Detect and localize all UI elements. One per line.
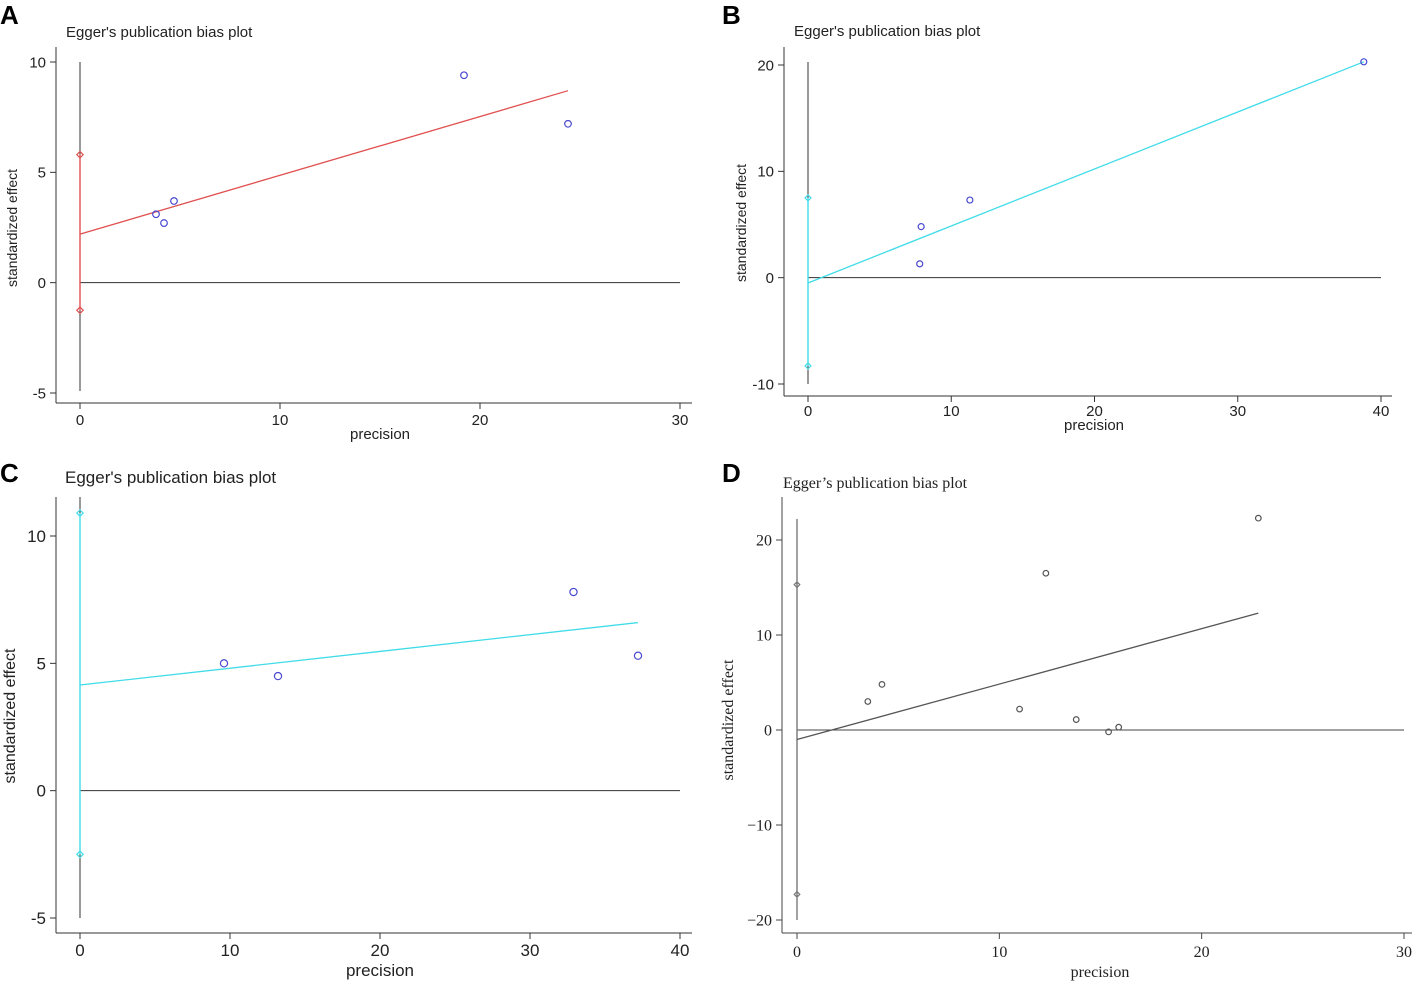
panel-label: C: [0, 458, 19, 488]
x-axis-label: precision: [1071, 964, 1130, 981]
plot-area: 0 10 20 30 −20 −10 0 10 20: [747, 497, 1412, 961]
data-point: [219, 659, 229, 668]
regression-line: [79, 90, 569, 235]
x-tick-label: 0: [75, 941, 84, 960]
data-point: [864, 698, 872, 705]
x-tick-label: 0: [76, 412, 84, 429]
chart-title: Egger's publication bias plot: [794, 23, 981, 40]
y-tick-label: −10: [747, 818, 772, 835]
regression-line: [807, 61, 1365, 284]
ci-lower-marker: [804, 362, 812, 370]
y-tick-label: 0: [37, 782, 46, 801]
plot-area: 0 10 20 30 -5 0 5 10: [29, 47, 692, 429]
ci-lower-marker: [75, 306, 85, 315]
data-point: [1115, 723, 1123, 731]
y-tick-label: 10: [29, 54, 46, 71]
x-tick-label: 30: [1229, 403, 1246, 420]
x-tick-label: 20: [371, 941, 390, 960]
ci-lower-marker: [793, 890, 801, 898]
x-tick-label: 20: [1194, 944, 1210, 961]
regression-line: [79, 621, 639, 686]
data-point: [633, 651, 643, 660]
x-tick-label: 10: [272, 412, 289, 429]
x-tick-label: 0: [793, 944, 801, 961]
panel-label: B: [722, 0, 741, 30]
y-axis-label: standardized effect: [2, 648, 19, 783]
ci-upper-marker: [75, 509, 85, 518]
panel-label: D: [722, 458, 741, 488]
ci-upper-marker: [793, 581, 801, 589]
data-point: [1016, 705, 1023, 713]
y-tick-label: 20: [757, 57, 774, 74]
data-point: [170, 197, 178, 205]
y-tick-label: 5: [38, 165, 46, 182]
y-axis-label: standardized effect: [733, 164, 749, 282]
x-tick-label: 10: [991, 944, 1007, 961]
chart-title: Egger's publication bias plot: [66, 24, 253, 41]
plot-area: 0 10 20 30 40 -10 0 10 20: [752, 47, 1392, 420]
x-tick-label: 20: [1086, 403, 1103, 420]
data-point: [460, 71, 468, 80]
y-tick-label: 0: [38, 275, 46, 292]
data-point: [1360, 58, 1368, 66]
y-axis-label: standardized effect: [720, 659, 737, 781]
data-point: [878, 681, 886, 688]
data-point: [1042, 569, 1050, 577]
data-point: [569, 587, 578, 597]
y-tick-label: -10: [752, 376, 774, 393]
y-tick-label: -5: [31, 909, 46, 928]
x-tick-label: 20: [472, 412, 489, 429]
panel-c: C Egger's publication bias plot standard…: [0, 458, 692, 980]
ci-upper-marker: [804, 194, 812, 202]
x-tick-label: 30: [1396, 944, 1412, 961]
y-tick-label: −20: [747, 913, 772, 930]
panel-label: A: [0, 0, 19, 30]
data-point: [152, 210, 160, 219]
chart-title: Egger’s publication bias plot: [783, 475, 968, 492]
data-point: [273, 671, 283, 681]
x-axis-label: precision: [350, 426, 410, 443]
data-point: [1072, 716, 1080, 723]
data-point: [1105, 728, 1112, 736]
x-tick-label: 40: [1373, 403, 1390, 420]
y-tick-label: 0: [764, 723, 772, 740]
data-point: [160, 219, 168, 227]
x-tick-label: 10: [221, 941, 240, 960]
x-tick-label: 30: [672, 412, 689, 429]
y-tick-label: 10: [757, 164, 774, 181]
data-point: [916, 260, 924, 268]
y-tick-label: 0: [766, 270, 774, 287]
data-point: [917, 223, 925, 231]
x-axis-label: precision: [1064, 417, 1124, 434]
y-tick-label: 20: [756, 533, 772, 550]
ci-upper-marker: [75, 150, 85, 159]
x-tick-label: 10: [943, 403, 960, 420]
x-tick-label: 30: [521, 941, 540, 960]
panel-d: D Egger’s publication bias plot standard…: [720, 458, 1412, 981]
x-axis-label: precision: [346, 961, 414, 980]
y-tick-label: 10: [27, 527, 46, 546]
data-point: [1254, 514, 1262, 522]
data-point: [966, 196, 974, 204]
x-tick-label: 40: [671, 941, 690, 960]
panel-b: B Egger's publication bias plot standard…: [722, 0, 1392, 434]
plot-area: 0 10 20 30 40 -5 0 5 10: [27, 497, 692, 960]
ci-lower-marker: [75, 850, 85, 859]
y-axis-label: standardized effect: [4, 169, 20, 287]
y-tick-label: 5: [37, 654, 46, 673]
x-tick-label: 0: [804, 403, 812, 420]
regression-line: [796, 612, 1259, 741]
data-point: [564, 119, 572, 128]
panel-a: A Egger's publication bias plot standard…: [0, 0, 692, 443]
y-tick-label: 10: [756, 628, 772, 645]
chart-title: Egger's publication bias plot: [65, 468, 276, 487]
y-tick-label: -5: [33, 385, 46, 402]
